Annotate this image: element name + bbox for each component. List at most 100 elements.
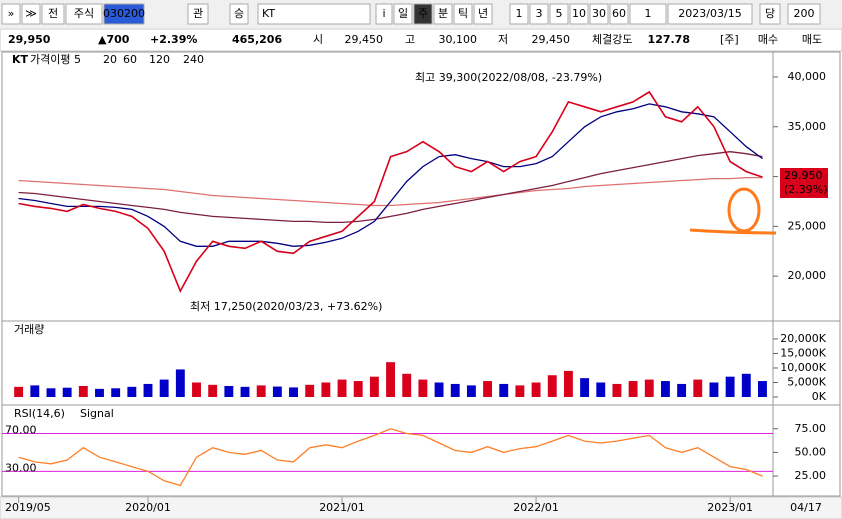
toolbar-button[interactable]: [41, 3, 65, 25]
toolbar-button[interactable]: [759, 3, 781, 25]
quote-buy: 매수: [758, 33, 778, 46]
toolbar-button[interactable]: [629, 3, 667, 25]
volume-bar: [111, 388, 121, 397]
volume-bar: [353, 381, 363, 397]
chart-frame: [1, 51, 774, 497]
volume-bar: [547, 375, 557, 397]
series-line: [18, 151, 763, 224]
y-tick-label: 20,000K: [780, 332, 826, 345]
volume-bar: [677, 383, 687, 397]
volume-bar: [596, 382, 606, 397]
volume-bar: [741, 373, 751, 397]
quote-unit: [주]: [720, 33, 739, 46]
toolbar-button[interactable]: [509, 3, 529, 25]
toolbar-label[interactable]: 주: [418, 7, 428, 20]
volume-bar: [240, 386, 250, 397]
volume-bar: [159, 379, 169, 397]
toolbar-button[interactable]: [413, 3, 433, 25]
toolbar-button[interactable]: [187, 3, 209, 25]
quote-high: 30,100: [439, 33, 478, 46]
volume-bar: [289, 387, 298, 397]
toolbar-button[interactable]: [375, 3, 393, 25]
volume-bar: [14, 386, 24, 397]
toolbar-button[interactable]: [103, 3, 145, 25]
volume-bar: [224, 385, 234, 397]
toolbar-button[interactable]: [65, 3, 103, 25]
toolbar-label[interactable]: KT: [262, 7, 275, 20]
toolbar-button[interactable]: [453, 3, 473, 25]
toolbar-label[interactable]: 년: [478, 7, 488, 20]
volume-bar: [466, 385, 476, 397]
toolbar-button[interactable]: [21, 3, 41, 25]
volume-bar: [337, 379, 347, 397]
toolbar-label[interactable]: 10: [572, 7, 586, 20]
toolbar-button[interactable]: [257, 3, 371, 25]
toolbar-label[interactable]: 3: [536, 7, 543, 20]
volume-bar: [386, 362, 395, 397]
toolbar-label[interactable]: »: [8, 7, 15, 20]
volume-bar: [693, 379, 703, 397]
toolbar-label[interactable]: 분: [438, 7, 448, 20]
volume-bar: [256, 385, 266, 397]
toolbar-button[interactable]: [787, 3, 821, 25]
volume-bar: [321, 382, 331, 397]
volume-bar: [305, 384, 315, 397]
volume-bar: [402, 373, 412, 397]
toolbar-label[interactable]: 1: [516, 7, 523, 20]
volume-bar: [30, 385, 40, 397]
y-tick-label: 25,000: [788, 219, 827, 232]
volume-bar: [369, 376, 379, 397]
toolbar-label[interactable]: 30: [592, 7, 606, 20]
quote-change-pct: +2.39%: [150, 33, 197, 46]
volume-bar: [644, 379, 654, 397]
toolbar-label[interactable]: i: [382, 7, 385, 20]
toolbar-label[interactable]: 승: [234, 7, 244, 20]
price-tag: [780, 168, 828, 198]
volume-bar: [628, 381, 638, 397]
series-line: [18, 176, 763, 207]
toolbar-button[interactable]: [549, 3, 569, 25]
toolbar-button[interactable]: [667, 3, 753, 25]
toolbar-button[interactable]: [529, 3, 549, 25]
toolbar-button[interactable]: [393, 3, 413, 25]
volume-bar: [612, 383, 622, 397]
toolbar-button[interactable]: [609, 3, 629, 25]
quote-strength: 127.78: [648, 33, 690, 46]
quote-high-label: 고: [405, 33, 415, 46]
toolbar-label[interactable]: 틱: [458, 7, 468, 20]
toolbar-label[interactable]: 60: [612, 7, 626, 20]
volume-bar: [758, 381, 767, 397]
rsi-level-label: 70.00: [5, 423, 37, 436]
volume-bar: [192, 382, 201, 397]
toolbar-label[interactable]: ≫: [25, 7, 37, 20]
toolbar-label[interactable]: 5: [556, 7, 563, 20]
quote-low: 29,450: [532, 33, 571, 46]
toolbar-label[interactable]: 일: [398, 6, 408, 20]
quote-change: ▲700: [98, 33, 130, 46]
toolbar-label[interactable]: 030200: [103, 7, 145, 20]
toolbar-label[interactable]: 2023/03/15: [678, 7, 741, 20]
toolbar-label[interactable]: 주식: [74, 7, 94, 20]
x-tick-label: 2023/01: [707, 501, 753, 514]
toolbar-label[interactable]: 당: [765, 7, 775, 20]
y-tick-label: 20,000: [788, 269, 827, 282]
panel-title: 거래량: [14, 323, 44, 336]
toolbar-button[interactable]: [569, 3, 589, 25]
y-tick-label: 40,000: [788, 70, 827, 83]
low-annotation: 최저 17,250(2020/03/23, +73.62%): [190, 300, 382, 313]
toolbar-button[interactable]: [229, 3, 249, 25]
volume-bar: [709, 382, 719, 397]
toolbar-button[interactable]: [433, 3, 453, 25]
volume-bar: [175, 369, 185, 397]
volume-bar: [580, 378, 590, 397]
toolbar-label[interactable]: 1: [645, 7, 652, 20]
volume-bar: [127, 386, 137, 397]
toolbar-button[interactable]: [473, 3, 493, 25]
toolbar-label[interactable]: 200: [794, 7, 815, 20]
toolbar-label[interactable]: 전: [48, 7, 58, 20]
toolbar-label[interactable]: 관: [193, 7, 203, 20]
toolbar-button[interactable]: [589, 3, 609, 25]
quote-strength-label: 체결강도: [592, 33, 632, 46]
y-tick-label: 5,000K: [787, 375, 826, 388]
toolbar-button[interactable]: [1, 3, 21, 25]
